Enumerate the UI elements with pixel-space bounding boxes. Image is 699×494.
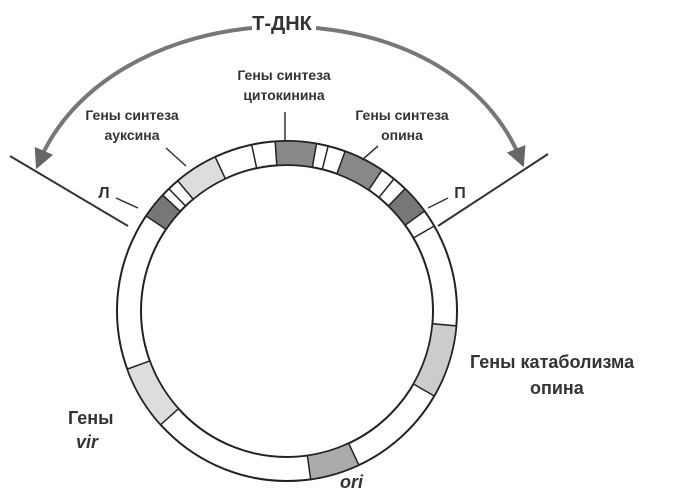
label: Гены синтеза	[355, 107, 449, 123]
label: ori	[340, 472, 364, 492]
segment	[335, 150, 384, 192]
label: опина	[381, 127, 423, 143]
segment	[126, 359, 180, 426]
leader	[427, 197, 449, 209]
border-line-right	[437, 153, 549, 227]
label: vir	[76, 432, 99, 452]
title: Т-ДНК	[252, 13, 313, 35]
leader	[165, 147, 187, 167]
label: Гены	[68, 408, 114, 428]
segment	[306, 442, 360, 481]
segment	[387, 187, 426, 227]
label: Л	[98, 185, 109, 202]
arrow-left	[34, 26, 253, 170]
ring	[116, 140, 458, 482]
leader	[361, 145, 379, 161]
segment	[274, 140, 318, 169]
divider	[378, 178, 395, 199]
label: ауксина	[104, 127, 159, 143]
arrow-right	[315, 26, 526, 168]
label: цитокинина	[243, 87, 325, 103]
divider	[168, 188, 187, 207]
label: опина	[530, 378, 585, 398]
label: Гены синтеза	[85, 107, 179, 123]
label: Гены катаболизма	[470, 352, 635, 372]
divider	[321, 145, 329, 170]
ring-inner	[140, 164, 434, 458]
label: Гены синтеза	[237, 67, 331, 83]
divider	[250, 144, 258, 169]
divider	[413, 225, 435, 239]
label: П	[454, 185, 466, 202]
border-line-left	[9, 155, 129, 227]
segment	[145, 193, 182, 231]
segment	[176, 155, 227, 201]
segment	[412, 322, 458, 398]
leader	[115, 197, 139, 209]
